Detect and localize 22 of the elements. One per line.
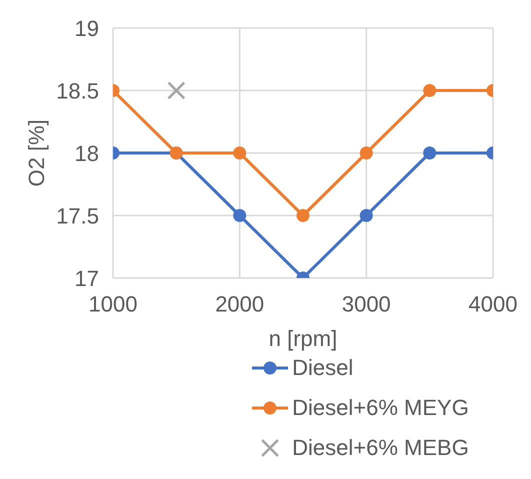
x-tick-label: 3000 bbox=[342, 292, 391, 317]
x-tick-label: 4000 bbox=[468, 292, 518, 317]
point bbox=[423, 84, 436, 97]
y-tick-label: 17.5 bbox=[56, 203, 99, 228]
point bbox=[167, 81, 186, 100]
x-tick-label: 1000 bbox=[88, 292, 138, 317]
x-tick-label: 2000 bbox=[215, 292, 264, 317]
point bbox=[296, 209, 310, 222]
point bbox=[360, 209, 373, 222]
legend-label: Diesel bbox=[292, 355, 354, 380]
y-tick-label: 18 bbox=[74, 140, 99, 166]
point bbox=[233, 209, 246, 222]
y-tick-label: 19 bbox=[74, 16, 99, 41]
legend-label: Diesel+6% MEBG bbox=[292, 434, 469, 462]
y-axis-title: O2 [%] bbox=[24, 119, 49, 187]
point bbox=[233, 146, 246, 160]
point bbox=[360, 146, 373, 160]
y-tick-label: 17 bbox=[74, 266, 99, 291]
x-axis-title: n [rpm] bbox=[268, 326, 338, 351]
legend-label: Diesel+6% MEYG bbox=[292, 394, 469, 422]
point bbox=[423, 146, 436, 160]
y-tick-label: 18.5 bbox=[56, 78, 99, 104]
